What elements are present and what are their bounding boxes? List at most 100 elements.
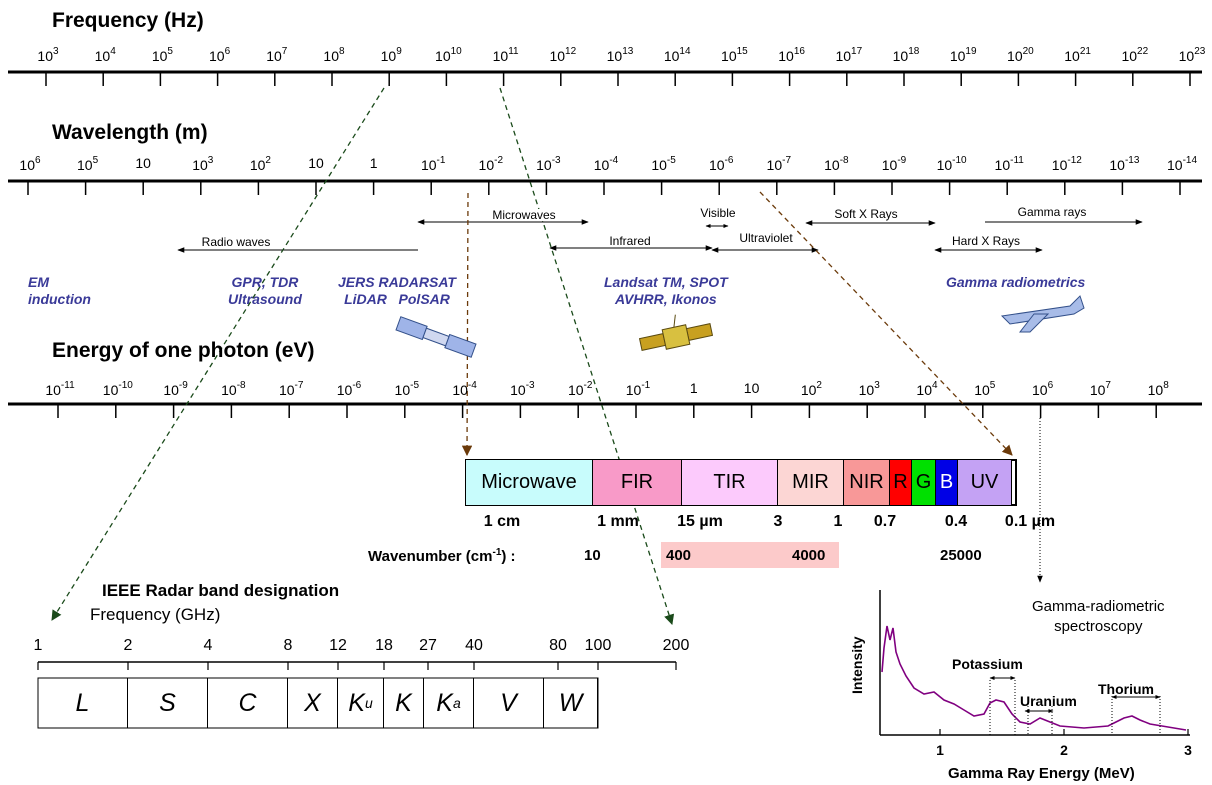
frequency-tick-label: 1017	[835, 46, 863, 64]
soft-xray-label: Soft X Rays	[832, 207, 900, 221]
wavelength-tick-label: 10-4	[593, 155, 619, 173]
thorium-label: Thorium	[1098, 681, 1154, 697]
gamma-x-tick: 3	[1184, 742, 1192, 758]
frequency-tick-label: 1019	[949, 46, 977, 64]
wavelength-tick-label: 10-10	[936, 155, 967, 173]
radar-satellite-icon	[395, 316, 477, 358]
wavelength-tick-label: 10	[308, 155, 324, 171]
frequency-tick-label: 108	[323, 46, 345, 64]
band-wavelength-label: 0.4	[944, 513, 968, 530]
gamma-spectrum-curve	[881, 625, 1187, 731]
band-nir: NIR	[844, 460, 890, 505]
band-wavelength-label: 0.7	[873, 513, 897, 530]
wavelength-tick-label: 10-1	[420, 155, 446, 173]
radio-waves-label: Radio waves	[199, 235, 273, 249]
band-wavelength-label: 3	[773, 513, 783, 530]
wavelength-tick-label: 1	[369, 155, 378, 171]
wavenumber-4000: 4000	[792, 547, 826, 564]
frequency-tick-label: 106	[209, 46, 231, 64]
radar-subtitle: Frequency (GHz)	[90, 605, 221, 624]
radar-tick-label: 80	[549, 637, 567, 654]
energy-title: Energy of one photon (eV)	[52, 339, 315, 362]
wavelength-tick-label: 10-11	[994, 155, 1024, 173]
radar-connector-left	[51, 87, 385, 621]
gamma-ylabel: Intensity	[849, 636, 865, 694]
gamma-tick-marks	[939, 729, 1189, 735]
optical-satellite-icon	[638, 314, 714, 351]
band-r: R	[890, 460, 912, 505]
band-wavelength-label: 0.1 µm	[1004, 513, 1056, 530]
frequency-tick-label: 1011	[492, 46, 519, 64]
gamma-x-tick: 1	[936, 742, 944, 758]
aircraft-icon	[1000, 295, 1085, 333]
radar-band-s: S	[128, 678, 208, 728]
band-connector-right	[759, 191, 1013, 456]
ultraviolet-label: Ultraviolet	[737, 231, 795, 245]
gamma-x-tick: 2	[1060, 742, 1068, 758]
energy-tick-label: 103	[858, 380, 880, 398]
radar-tick-label: 200	[662, 637, 690, 654]
frequency-tick-label: 1016	[778, 46, 805, 64]
wavelength-tick-label: 10-5	[651, 155, 676, 173]
radar-band-w: W	[544, 678, 598, 728]
radar-tick-label: 100	[584, 637, 612, 654]
energy-tick-label: 10-8	[221, 380, 246, 398]
axis-tick-marks	[27, 72, 1191, 418]
frequency-tick-label: 107	[266, 46, 288, 64]
radar-band-v: V	[474, 678, 544, 728]
visible-label: Visible	[698, 206, 738, 220]
band-wavelength-label: 1 cm	[483, 513, 521, 530]
band-b: B	[936, 460, 958, 505]
wavenumber-highlight	[661, 542, 839, 568]
band-wavelength-label: 1 mm	[597, 513, 639, 530]
gamma-radiometrics-label: Gamma radiometrics	[946, 274, 1086, 290]
gamma-rays-label: Gamma rays	[1015, 205, 1089, 219]
energy-tick-label: 10-3	[510, 380, 535, 398]
band-fir: FIR	[593, 460, 682, 505]
band-wavelength-label: 15 µm	[677, 513, 723, 530]
band-g: G	[912, 460, 936, 505]
frequency-tick-label: 105	[151, 46, 173, 64]
wavelength-title: Wavelength (m)	[52, 121, 208, 144]
radar-tick-label: 18	[375, 637, 393, 654]
wavelength-tick-label: 10	[135, 155, 151, 171]
radar-tick-label: 4	[203, 637, 213, 654]
radar-tick-label: 12	[329, 637, 347, 654]
frequency-tick-label: 1021	[1064, 46, 1091, 64]
wavelength-tick-label: 10-13	[1109, 155, 1140, 173]
band-mir: MIR	[778, 460, 844, 505]
frequency-tick-label: 104	[94, 46, 116, 64]
radar-band-k: K	[384, 678, 424, 728]
wavelength-tick-label: 10-14	[1166, 155, 1198, 173]
frequency-tick-label: 1020	[1007, 46, 1034, 64]
landsat-label: Landsat TM, SPOT AVHRR, Ikonos	[604, 274, 728, 307]
energy-tick-label: 107	[1089, 380, 1111, 398]
frequency-tick-label: 1014	[663, 46, 691, 64]
em-induction-label: EM induction	[28, 274, 91, 307]
energy-tick-label: 10-1	[625, 380, 651, 398]
energy-tick-label: 10-4	[452, 380, 477, 398]
wavelength-tick-label: 10-6	[708, 155, 734, 173]
gamma-xlabel: Gamma Ray Energy (MeV)	[948, 765, 1135, 782]
frequency-tick-label: 1022	[1121, 46, 1149, 64]
band-tir: TIR	[682, 460, 778, 505]
energy-tick-label: 10-7	[278, 380, 304, 398]
gamma-peak-lines	[989, 680, 1161, 735]
radar-title: IEEE Radar band designation	[102, 581, 340, 600]
frequency-tick-label: 1013	[606, 46, 634, 64]
potassium-label: Potassium	[952, 656, 1023, 672]
wavenumber-400: 400	[666, 547, 692, 564]
wavelength-tick-label: 102	[249, 155, 271, 173]
energy-tick-label: 102	[800, 380, 822, 398]
hard-xray-label: Hard X Rays	[949, 234, 1023, 248]
energy-tick-label: 10-10	[102, 380, 133, 398]
radar-tick-label: 2	[123, 637, 133, 654]
energy-tick-label: 10-6	[336, 380, 362, 398]
frequency-tick-label: 1012	[549, 46, 577, 64]
energy-tick-label: 10-9	[163, 380, 188, 398]
jers-label: JERS RADARSAT LiDAR PolSAR	[338, 274, 456, 307]
